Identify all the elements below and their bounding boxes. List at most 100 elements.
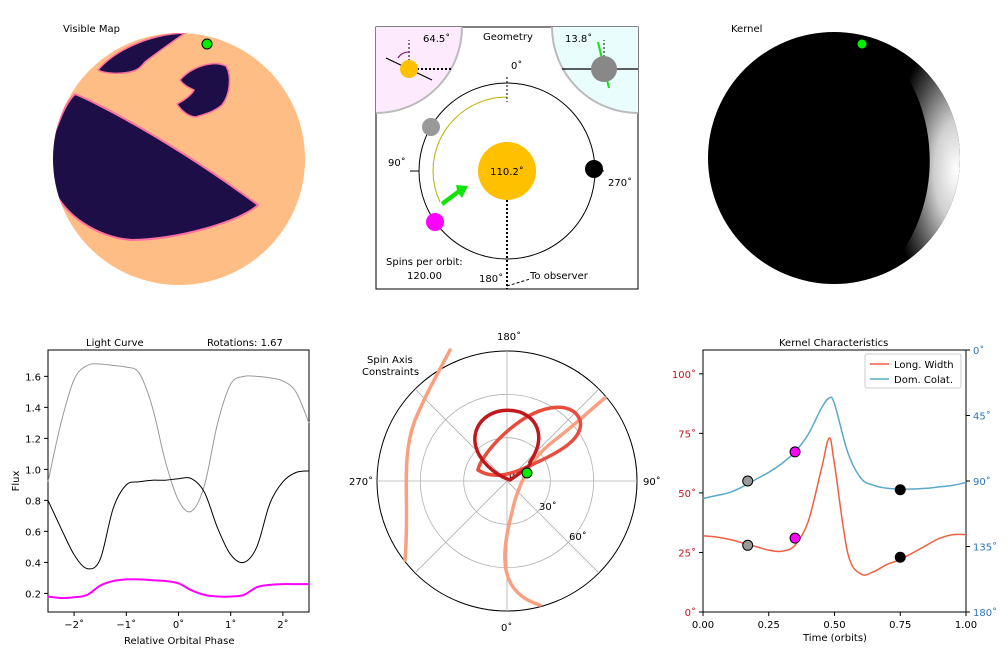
polar-label-top: 180˚ bbox=[497, 331, 521, 343]
polar-label-left: 270˚ bbox=[349, 476, 373, 488]
kc-xtick-label: 0.00 bbox=[692, 620, 714, 631]
kc-xtick-label: 0.25 bbox=[758, 620, 780, 631]
planet-magenta bbox=[426, 213, 444, 231]
kc-left-ytick-label: 50˚ bbox=[678, 488, 696, 500]
kc-right-ytick-label: 0˚ bbox=[973, 345, 984, 357]
lc-xtick-label: −2˚ bbox=[64, 619, 84, 631]
polar-rtick-30: 30˚ bbox=[539, 501, 557, 513]
map-dark-regions bbox=[53, 33, 260, 242]
kc-marker bbox=[742, 475, 754, 487]
kc-legend-long-width: Long. Width bbox=[894, 360, 954, 371]
kc-left-ytick-label: 100˚ bbox=[672, 369, 696, 381]
kc-right-ytick-label: 135˚ bbox=[973, 542, 997, 554]
lc-xtick-label: 1˚ bbox=[225, 619, 236, 631]
kc-marker bbox=[789, 532, 801, 544]
lc-ytick-label: 1.2 bbox=[25, 434, 41, 445]
polar-spoke bbox=[414, 388, 600, 574]
observer-label: To observer bbox=[529, 271, 589, 282]
lc-xtick-label: 2˚ bbox=[277, 619, 288, 631]
polar-contour bbox=[503, 396, 607, 607]
kc-left-ytick-label: 25˚ bbox=[678, 547, 696, 559]
polar-label-bottom: 0˚ bbox=[501, 622, 512, 634]
kc-marker bbox=[789, 446, 801, 458]
kc-right-ytick-label: 90˚ bbox=[973, 476, 991, 488]
geometry-title: Geometry bbox=[483, 32, 533, 43]
right-inset-angle: 13.8˚ bbox=[565, 33, 592, 45]
lc-ytick-label: 1.0 bbox=[25, 465, 41, 476]
light-curve-ylabel: Flux bbox=[11, 471, 22, 492]
polar-contour bbox=[473, 408, 541, 482]
kc-right-ytick-label: 180˚ bbox=[973, 607, 997, 619]
kernel-characteristics-panel: Kernel Characteristics Time (orbits) 0.0… bbox=[672, 338, 997, 644]
polar-marker-green bbox=[521, 467, 533, 479]
kernel-bright-crescent bbox=[855, 32, 960, 284]
kc-left-ytick-label: 0˚ bbox=[685, 607, 696, 619]
light-curve-yticks: 0.2 0.4 0.6 0.8 1.0 1.2 1.4 1.6 bbox=[25, 372, 48, 600]
polar-contour bbox=[403, 348, 452, 562]
kc-xtick-label: 1.00 bbox=[955, 620, 977, 631]
kc-series-line bbox=[702, 396, 967, 500]
spin-axis-title-line2: Constraints bbox=[362, 367, 419, 378]
geometry-angle-top: 0˚ bbox=[511, 60, 522, 72]
star bbox=[478, 142, 536, 200]
light-curve-panel: Light Curve Rotations: 1.67 Relative Orb… bbox=[11, 338, 310, 647]
geometry-angle-right: 270˚ bbox=[608, 177, 632, 189]
lc-ytick-label: 0.6 bbox=[25, 527, 41, 538]
lc-ytick-label: 1.4 bbox=[25, 403, 41, 414]
kc-legend-dom-colat: Dom. Colat. bbox=[894, 375, 953, 386]
kc-title: Kernel Characteristics bbox=[779, 338, 888, 349]
spin-axis-panel: Spin Axis Constraints 180˚ 90˚ 0˚ 270˚ 0… bbox=[349, 331, 661, 634]
lc-ytick-label: 1.6 bbox=[25, 372, 41, 383]
planet-black bbox=[585, 160, 603, 178]
light-curve-xlabel: Relative Orbital Phase bbox=[124, 636, 234, 647]
kc-right-ytick-label: 45˚ bbox=[973, 411, 991, 423]
visible-map-panel: Visible Map bbox=[53, 24, 305, 285]
kc-xtick-label: 0.75 bbox=[889, 620, 911, 631]
polar-rtick-60: 60˚ bbox=[569, 531, 587, 543]
polar-label-right: 90˚ bbox=[643, 476, 661, 488]
kc-lines bbox=[702, 396, 967, 576]
spin-axis-title-line1: Spin Axis bbox=[367, 355, 413, 366]
polar-contours bbox=[403, 348, 607, 607]
geometry-panel: Geometry 64.5˚ 13.8˚ 110.2˚ 0˚ 90˚ 270˚ … bbox=[375, 26, 639, 290]
light-curve-rotations: Rotations: 1.67 bbox=[207, 338, 283, 349]
planet-gray bbox=[422, 118, 440, 136]
lc-ytick-label: 0.4 bbox=[25, 558, 41, 569]
lc-xtick-label: 0˚ bbox=[173, 619, 184, 631]
lc-ytick-label: 0.8 bbox=[25, 496, 41, 507]
visible-map-title: Visible Map bbox=[63, 24, 120, 35]
kc-marker bbox=[894, 551, 906, 563]
left-inset-star bbox=[400, 60, 418, 78]
phase-arc bbox=[432, 96, 508, 203]
left-inset-angle: 64.5˚ bbox=[423, 33, 450, 45]
kc-marker bbox=[742, 539, 754, 551]
lc-series-line bbox=[47, 363, 310, 513]
polar-contour bbox=[476, 405, 583, 477]
kc-left-ytick-label: 75˚ bbox=[678, 428, 696, 440]
kc-series-line bbox=[702, 437, 967, 576]
kc-markers bbox=[742, 446, 906, 563]
direction-arrow bbox=[441, 185, 468, 206]
kernel-panel: Kernel bbox=[708, 24, 960, 284]
light-curve-frame bbox=[47, 349, 310, 613]
lc-xtick-label: −1˚ bbox=[116, 619, 136, 631]
geometry-angle-left: 90˚ bbox=[388, 157, 406, 169]
spins-label: Spins per orbit: bbox=[386, 257, 463, 268]
kc-xtick-label: 0.50 bbox=[823, 620, 845, 631]
kernel-title: Kernel bbox=[731, 24, 762, 35]
kc-legend: Long. Width Dom. Colat. bbox=[864, 353, 962, 389]
spins-value: 120.00 bbox=[407, 271, 442, 282]
lc-series-line bbox=[47, 470, 310, 570]
light-curve-title: Light Curve bbox=[86, 338, 144, 349]
lc-ytick-label: 0.2 bbox=[25, 589, 41, 600]
kc-xticks: 0.00 0.25 0.50 0.75 1.00 bbox=[692, 612, 977, 631]
star-label: 110.2˚ bbox=[490, 166, 524, 178]
lc-series-line bbox=[47, 578, 309, 600]
kernel-disk bbox=[708, 32, 960, 284]
kernel-marker-green bbox=[856, 38, 868, 50]
kc-xlabel: Time (orbits) bbox=[802, 633, 867, 644]
kc-marker bbox=[894, 484, 906, 496]
kc-right-yticks: 0˚ 45˚ 90˚ 135˚ 180˚ bbox=[966, 345, 997, 619]
kc-left-yticks: 0˚ 25˚ 50˚ 75˚ 100˚ bbox=[672, 369, 703, 619]
